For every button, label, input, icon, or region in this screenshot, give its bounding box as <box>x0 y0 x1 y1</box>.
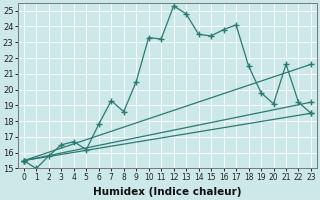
X-axis label: Humidex (Indice chaleur): Humidex (Indice chaleur) <box>93 187 242 197</box>
